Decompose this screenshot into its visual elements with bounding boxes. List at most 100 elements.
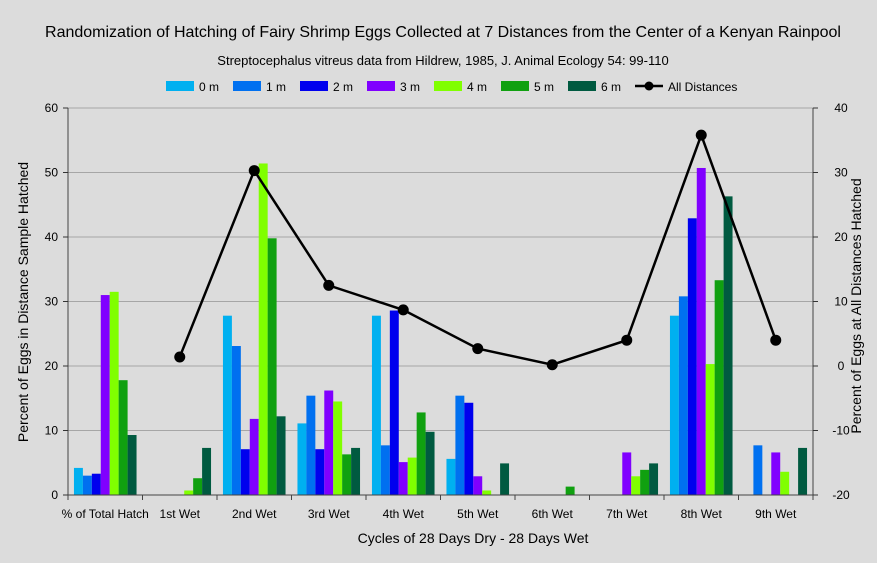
bar-2m <box>389 310 399 495</box>
left-tick-label: 0 <box>51 488 58 502</box>
all-distances-line <box>174 129 782 371</box>
bar-5m <box>193 478 203 495</box>
bar-4m <box>631 476 641 495</box>
x-tick-label: 5th Wet <box>457 507 499 521</box>
bar-3m <box>398 462 408 495</box>
bar-3m <box>249 418 259 495</box>
x-tick-label: 6th Wet <box>532 507 574 521</box>
legend-marker <box>644 81 654 91</box>
bar-1m <box>231 346 241 495</box>
all-distances-point <box>695 129 707 141</box>
bar-3m <box>473 476 483 495</box>
bar-5m <box>714 280 724 495</box>
right-tick-label: 30 <box>834 166 848 180</box>
all-distances-point <box>174 351 186 363</box>
legend-label: 4 m <box>467 80 487 94</box>
bar-2m <box>240 449 250 495</box>
all-distances-point <box>248 165 260 177</box>
bar-6m <box>425 431 435 495</box>
bar-1m <box>82 475 92 495</box>
bar-4m <box>780 471 790 495</box>
all-distances-point <box>546 359 558 371</box>
bars <box>73 163 808 496</box>
legend-swatch <box>501 81 529 91</box>
x-tick-label: 1st Wet <box>160 507 201 521</box>
legend-swatch <box>568 81 596 91</box>
bar-6m <box>127 435 137 495</box>
right-tick-label: 10 <box>834 295 848 309</box>
bar-6m <box>649 463 659 495</box>
left-tick-label: 30 <box>45 295 59 309</box>
left-tick-label: 50 <box>45 166 59 180</box>
legend: 0 m 1 m 2 m 3 m 4 m 5 m 6 m All Distances <box>166 80 737 94</box>
bar-0m <box>371 315 381 495</box>
bar-4m <box>109 291 119 495</box>
all-distances-point <box>397 304 409 316</box>
legend-label: 5 m <box>534 80 554 94</box>
legend-label: 1 m <box>266 80 286 94</box>
bar-6m <box>798 447 808 495</box>
bar-4m <box>705 364 715 495</box>
all-distances-point <box>472 343 484 355</box>
bar-4m <box>333 401 343 495</box>
all-distances-point <box>621 334 633 346</box>
legend-swatch <box>434 81 462 91</box>
x-tick-label: 2nd Wet <box>232 507 277 521</box>
legend-label: 2 m <box>333 80 353 94</box>
bar-4m <box>482 490 492 495</box>
left-tick-label: 20 <box>45 359 59 373</box>
x-tick-label: 9th Wet <box>755 507 797 521</box>
x-tick-label: % of Total Hatch <box>62 507 149 521</box>
x-tick-label: 7th Wet <box>606 507 648 521</box>
right-tick-label: 0 <box>838 359 845 373</box>
legend-swatch <box>300 81 328 91</box>
x-axis-ticks: % of Total Hatch 1st Wet 2nd Wet 3rd Wet 4th… <box>62 495 814 521</box>
bar-2m <box>91 473 101 495</box>
right-tick-label: -20 <box>832 488 850 502</box>
right-tick-label: -10 <box>832 424 850 438</box>
bar-2m <box>315 449 325 495</box>
all-distances-point <box>770 334 782 346</box>
chart-subtitle: Streptocephalus vitreus data from Hildre… <box>217 53 668 68</box>
bar-0m <box>222 315 232 495</box>
right-tick-label: 20 <box>834 230 848 244</box>
left-tick-label: 40 <box>45 230 59 244</box>
x-axis-label: Cycles of 28 Days Dry - 28 Days Wet <box>358 530 589 546</box>
legend-swatch <box>233 81 261 91</box>
bar-2m <box>464 402 474 495</box>
bar-1m <box>306 395 316 495</box>
y-axis-label: Percent of Eggs in Distance Sample Hatch… <box>15 162 31 442</box>
legend-label: 6 m <box>601 80 621 94</box>
y2-axis-label: Percent of Eggs at All Distances Hatched <box>848 178 864 433</box>
chart-title: Randomization of Hatching of Fairy Shrim… <box>45 24 841 41</box>
right-axis-ticks: -20 -10 0 10 20 30 40 <box>813 101 850 502</box>
bar-5m <box>118 380 128 495</box>
bar-4m <box>184 490 194 495</box>
bar-0m <box>669 315 679 495</box>
bar-2m <box>687 218 697 496</box>
bar-0m <box>73 467 83 495</box>
bar-6m <box>202 447 212 495</box>
bar-5m <box>640 469 650 495</box>
right-tick-label: 40 <box>834 101 848 115</box>
bar-1m <box>753 445 763 495</box>
bar-6m <box>500 463 510 495</box>
bar-6m <box>723 196 733 496</box>
left-tick-label: 60 <box>45 101 59 115</box>
x-tick-label: 8th Wet <box>681 507 723 521</box>
bar-5m <box>565 486 575 495</box>
bar-4m <box>258 163 268 495</box>
bar-3m <box>324 390 334 495</box>
bar-5m <box>416 412 426 495</box>
bar-5m <box>342 454 352 495</box>
legend-swatch <box>166 81 194 91</box>
legend-label: 0 m <box>199 80 219 94</box>
bar-3m <box>771 452 781 495</box>
x-tick-label: 3rd Wet <box>308 507 350 521</box>
legend-swatch <box>367 81 395 91</box>
x-tick-label: 4th Wet <box>383 507 425 521</box>
legend-label: 3 m <box>400 80 420 94</box>
bar-1m <box>678 296 688 495</box>
bar-3m <box>100 295 110 495</box>
